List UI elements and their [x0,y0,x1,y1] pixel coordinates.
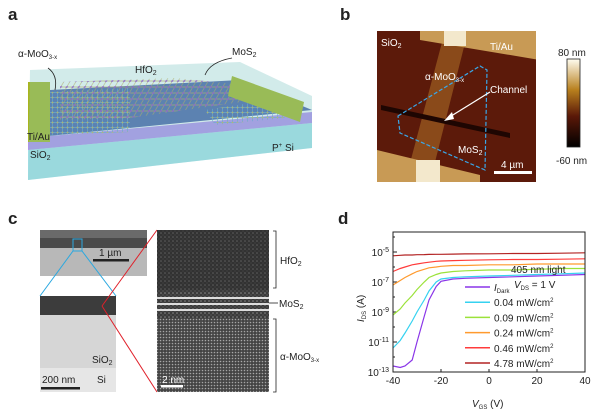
label-sio2: SiO2 [381,38,402,50]
label-mos2: MoS2 [232,47,257,59]
x-tick-label: -20 [434,376,449,387]
panel-b: b SiO2 Ti/Au α-MoO3-x Channel MoS2 4 µm … [340,5,587,182]
si-substrate [28,123,312,180]
moo3-ribbon [405,31,468,182]
series-line-4 [392,258,586,273]
panel-c: c 1 µm SiO2 Si 200 nm 2 nm HfO2 MoS2 α-M… [8,209,319,393]
hrtem-line-bottom [101,305,158,393]
scale-top-label: 1 µm [99,248,121,259]
panel-label-c: c [8,209,17,228]
x-tick-label: 40 [579,376,591,387]
label-si: Si [97,375,106,386]
mos2-outline [397,65,488,171]
label-hfo2: HfO2 [280,256,302,268]
series-line-1 [392,272,586,349]
x-axis-label: VGS (V) [472,399,503,411]
legend-label-4: 0.46 mW/cm2 [494,344,554,355]
hrtem-mos2-line1 [157,297,269,299]
plot-frame [392,231,586,373]
legend-label-3: 0.24 mW/cm2 [494,329,554,340]
panel-label-d: d [338,209,348,228]
mos2-flake [60,78,255,120]
series-line-3 [392,263,585,286]
label-moo3: α-MoO3-x [18,49,57,61]
channel-arrowhead [444,112,454,121]
panel-a: a α-MoO3-x HfO2 MoS2 Ti/Au SiO2 P+ Si [8,5,312,180]
label-mos2: MoS2 [279,299,304,311]
scalebar-top [93,259,129,262]
ti-au-top-bright [444,31,466,46]
legend-label-1: 0.04 mW/cm2 [494,298,554,309]
y-tick-label: 10-9 [372,307,389,319]
x-tick-label: -40 [386,376,401,387]
zoom-line-right [81,250,117,297]
hrtem-hfo2 [157,230,269,290]
x-tick-label: 20 [531,376,543,387]
legend: IDark 0.04 mW/cm2 0.09 mW/cm2 0.24 mW/cm2 0.… [465,283,554,370]
label-hfo2: HfO2 [135,65,157,77]
scale-hrtem-label: 2 nm [162,375,184,386]
x-tick-label: 0 [486,376,492,387]
series-line-0 [392,273,586,369]
label-sio2: SiO2 [92,355,113,367]
series-line-2 [392,267,585,316]
ti-au-bottom-bright [416,160,440,182]
tem-overview-film [40,238,147,248]
annotation-light: 405 nm light [511,265,566,276]
colorbar-max: 80 nm [558,48,586,59]
series-line-5 [392,252,586,257]
tem-overview-top [40,230,147,238]
colorbar-min: -60 nm [556,156,587,167]
label-mos2: MoS2 [458,145,483,157]
y-tick-label: 10-11 [368,337,389,349]
label-ti-au: Ti/Au [27,132,50,143]
y-tick-label: 10-13 [368,367,389,379]
scalebar-label: 4 µm [501,160,523,171]
legend-label-5: 4.78 mW/cm2 [494,359,554,370]
chart-transfer-curves: -40 -20 0 20 40 10-5 10-7 10-9 10-11 10-13 [368,236,591,387]
bracket-hfo2 [273,230,277,289]
panel-d: d -40 -20 0 20 40 10-5 10-7 10-9 10-11 10-13 405 … [338,209,591,411]
tem-film-stack [40,296,116,315]
scalebar-hrtem [161,385,183,388]
scalebar [494,171,532,174]
annotation-vds: VDS = 1 V [514,280,556,292]
hrtem-moo3 [157,318,269,392]
scale-bottom-label: 200 nm [42,375,75,386]
label-moo3: α-MoO3-x [425,72,464,84]
label-channel: Channel [490,85,527,96]
label-p-si: P+ Si [272,143,294,154]
ti-au-electrode-right [228,76,304,122]
label-moo3: α-MoO3-x [280,352,319,364]
hrtem-mos2-line3 [157,309,269,311]
label-sio2: SiO2 [30,150,51,162]
mos2-pointer [204,57,233,76]
channel-trench [381,105,510,138]
channel-arrow [447,91,491,119]
hrtem-mos2-line2 [157,303,269,305]
label-ti-au: Ti/Au [490,42,513,53]
legend-label-0: IDark [494,283,510,295]
ti-au-electrode-left [28,82,50,142]
scalebar-bottom [41,387,80,390]
bracket-moo3 [273,318,277,393]
y-tick-label: 10-7 [372,277,389,289]
hrtem-line-top [101,229,158,307]
zoom-line-left [39,250,74,297]
legend-label-2: 0.09 mW/cm2 [494,313,554,324]
panel-label-a: a [8,5,18,24]
zoom-box [72,238,83,252]
colorbar [566,58,581,148]
panel-label-b: b [340,5,350,24]
hfo2-layer [28,62,312,180]
y-tick-label: 10-5 [372,247,389,259]
moo3-pointer [47,67,57,91]
y-axis-label: IDS (A) [356,295,368,322]
